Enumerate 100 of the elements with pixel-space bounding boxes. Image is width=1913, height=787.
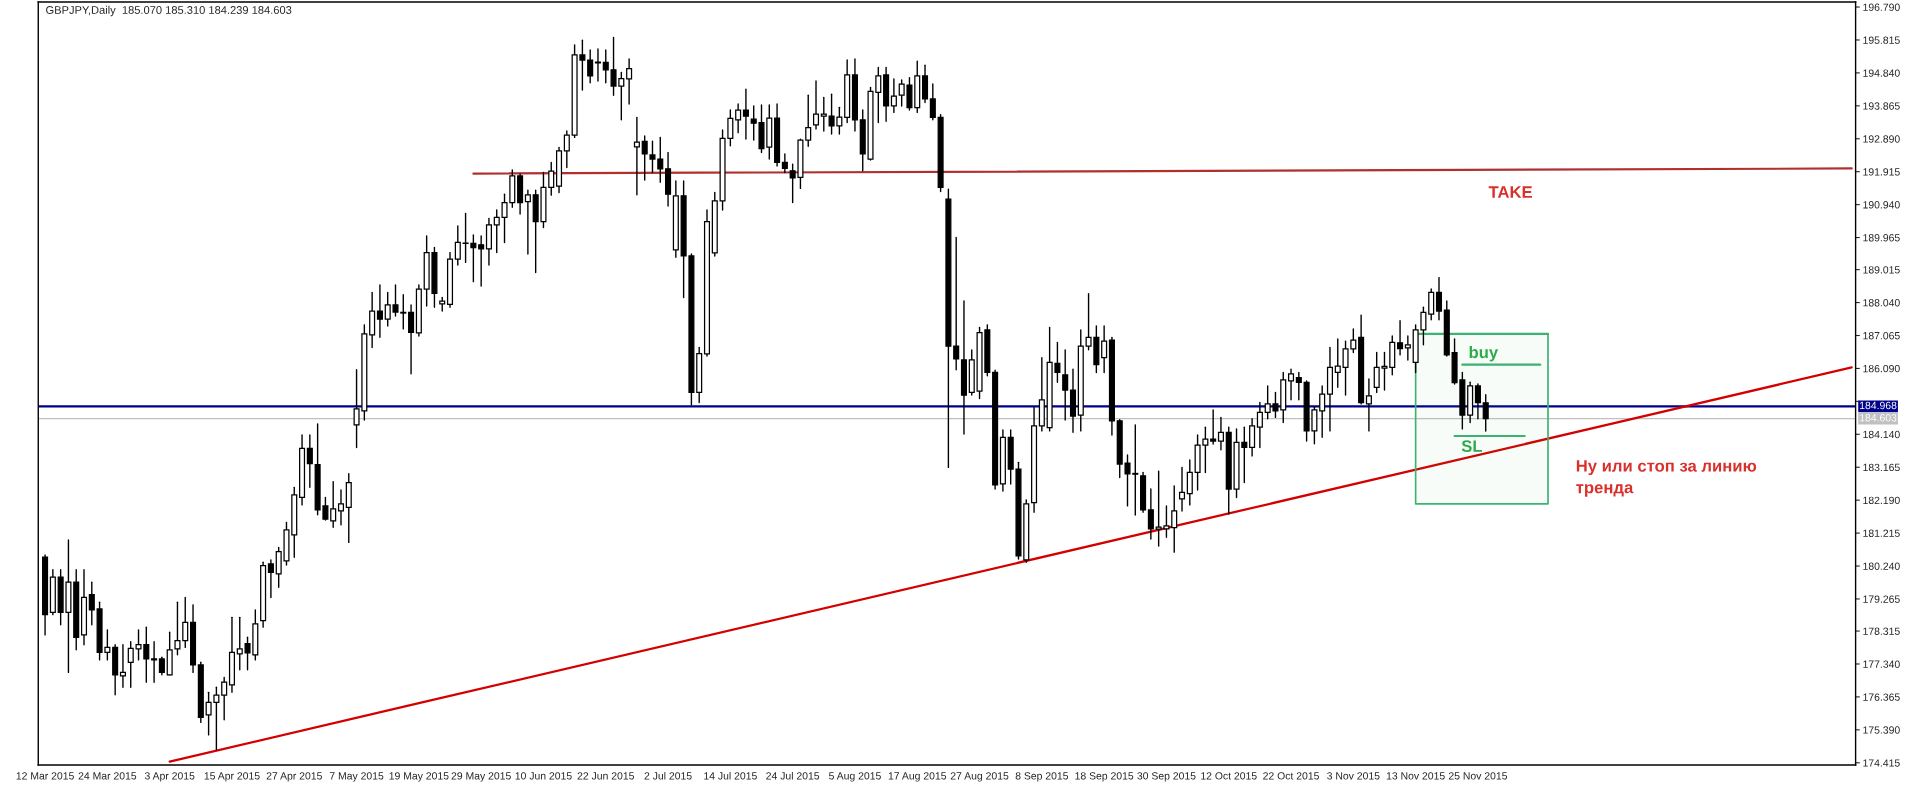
candlestick <box>1319 385 1326 439</box>
y-tick-label: 190.940 <box>1863 201 1900 209</box>
x-tick-label: 22 Jun 2015 <box>577 772 634 780</box>
candlestick <box>1287 368 1295 401</box>
candlestick <box>921 64 929 104</box>
candlestick <box>890 78 897 114</box>
candlestick <box>1147 488 1154 540</box>
candlestick <box>1186 459 1193 506</box>
candlestick <box>1435 276 1443 321</box>
x-tick-label: 25 Nov 2015 <box>1448 772 1508 780</box>
candlestick <box>88 581 95 626</box>
y-tick-label: 193.865 <box>1863 102 1900 110</box>
y-tick-label: 187.065 <box>1863 332 1900 340</box>
y-tick-label: 194.840 <box>1863 69 1900 77</box>
x-tick-label: 18 Sep 2015 <box>1075 772 1134 782</box>
annotation: Ну или стоп за линию тренда <box>1576 460 1757 497</box>
line-series <box>168 366 1853 763</box>
candlestick <box>524 189 531 255</box>
candlestick <box>1397 320 1404 356</box>
y-tick-label: 195.815 <box>1863 36 1900 44</box>
candlestick <box>151 640 158 683</box>
x-tick-label: 17 Aug 2015 <box>888 772 947 782</box>
candlestick <box>1428 288 1435 321</box>
candlestick <box>820 96 827 132</box>
annotation: buy <box>1469 345 1499 362</box>
x-tick-label: 3 Apr 2015 <box>144 772 195 782</box>
candlestick <box>812 80 820 130</box>
candlestick <box>369 291 376 349</box>
candlestick <box>1062 349 1069 421</box>
x-tick-label: 30 Sep 2015 <box>1137 772 1196 782</box>
x-tick-label: 10 Jun 2015 <box>515 772 572 780</box>
candlestick <box>306 434 313 489</box>
candlestick <box>1217 416 1224 451</box>
candlestick <box>330 480 337 528</box>
x-tick-label: 27 Aug 2015 <box>950 772 1009 782</box>
x-tick-label: 3 Nov 2015 <box>1327 772 1380 780</box>
candlestick <box>742 88 749 140</box>
y-tick-label: 191.915 <box>1863 168 1900 176</box>
y-tick-label: 186.090 <box>1863 364 1900 373</box>
candlestick <box>735 103 742 134</box>
x-tick-label: 13 Nov 2015 <box>1386 772 1445 780</box>
y-tick-label: 180.240 <box>1863 562 1900 570</box>
x-tick-label: 2 Jul 2015 <box>644 771 692 780</box>
candlestick <box>1101 325 1108 374</box>
x-tick-label: 12 Mar 2015 <box>16 772 74 780</box>
x-tick-label: 19 May 2015 <box>389 772 449 782</box>
candlestick <box>1249 418 1256 457</box>
candlestick <box>594 48 602 82</box>
x-tick-label: 5 Aug 2015 <box>829 772 881 782</box>
x-tick-label: 15 Apr 2015 <box>204 772 260 782</box>
y-tick-label: 183.165 <box>1863 463 1900 472</box>
y-tick-label: 189.015 <box>1863 266 1900 274</box>
y-tick-label: 175.390 <box>1863 726 1900 734</box>
candlestick <box>485 217 492 266</box>
y-tick-label: 176.365 <box>1863 693 1900 701</box>
y-tick-label: 192.890 <box>1863 135 1900 143</box>
y-tick-label: 177.340 <box>1863 660 1900 668</box>
candlestick <box>267 559 274 599</box>
ref-line-label: 184.603 <box>1860 414 1897 422</box>
x-tick-label: 7 May 2015 <box>329 772 384 782</box>
x-tick-label: 24 Jul 2015 <box>766 771 820 780</box>
candlestick <box>1295 371 1302 401</box>
chart-title: GBPJPY,Daily 185.070 185.310 184.239 184.603 <box>46 5 292 17</box>
x-tick-label: 12 Oct 2015 <box>1201 772 1257 780</box>
candlestick <box>1404 335 1411 361</box>
y-tick-label: 189.965 <box>1863 234 1900 242</box>
candlestick <box>953 236 960 371</box>
candlestick <box>337 489 345 526</box>
x-tick-label: 14 Jul 2015 <box>704 771 757 780</box>
y-tick-label: 174.415 <box>1863 759 1900 767</box>
candlestick <box>454 225 461 266</box>
candlestick <box>633 116 640 196</box>
x-tick-label: 22 Oct 2015 <box>1263 772 1319 780</box>
candlestick <box>1365 378 1372 432</box>
candlestick <box>1210 409 1217 445</box>
candlestick <box>408 304 415 375</box>
y-tick-label: 184.140 <box>1863 430 1900 439</box>
annotation: SL <box>1461 440 1483 453</box>
candlestick <box>1482 394 1489 432</box>
x-tick-label: 27 Apr 2015 <box>266 772 322 782</box>
ref-line-label: 184.968 <box>1860 401 1897 410</box>
x-tick-label: 8 Sep 2015 <box>1015 772 1069 782</box>
candlestick <box>1256 401 1263 449</box>
candlestick <box>376 284 383 339</box>
annotation: TAKE <box>1488 186 1532 198</box>
candlestick <box>1474 383 1481 420</box>
candlestick <box>587 49 594 84</box>
candlestick <box>626 58 633 105</box>
candlestick <box>563 130 570 169</box>
y-tick-label: 196.790 <box>1863 3 1900 11</box>
candlestick <box>781 153 788 174</box>
y-tick-label: 178.315 <box>1863 627 1900 635</box>
candlestick <box>929 83 936 121</box>
y-tick-label: 182.190 <box>1863 496 1900 505</box>
x-tick-label: 24 Mar 2015 <box>78 772 137 780</box>
candlestick <box>478 235 485 287</box>
candlestick <box>1178 466 1186 512</box>
x-tick-label: 29 May 2015 <box>451 772 511 782</box>
y-tick-label: 188.040 <box>1863 299 1900 307</box>
y-tick-label: 179.265 <box>1863 595 1900 603</box>
